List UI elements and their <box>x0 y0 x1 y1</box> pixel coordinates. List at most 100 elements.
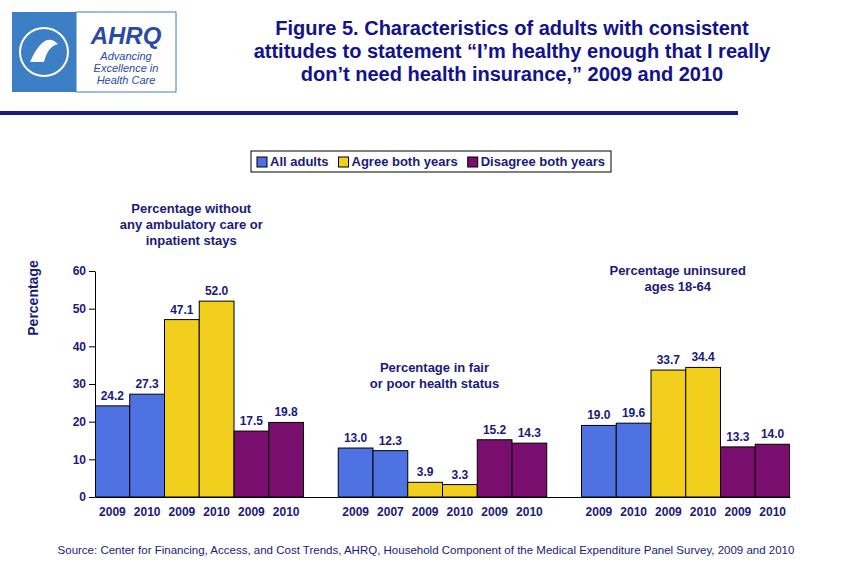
y-tick: 60 <box>73 264 95 278</box>
x-axis: 2009 2010 2009 2010 2009 2010 2009 2007 2009 2010… <box>96 497 791 519</box>
data-label: 14.0 <box>761 427 785 441</box>
bar <box>721 447 756 497</box>
bar <box>408 482 443 497</box>
title: don’t need health insurance,” 2009 and 2… <box>301 63 723 85</box>
x-tick-label: 2009 <box>655 505 682 519</box>
y-tick-mark <box>89 384 95 385</box>
data-label: 27.3 <box>135 377 159 391</box>
logo-name: AHRQ <box>90 22 162 49</box>
x-tick: 2010 <box>273 497 300 519</box>
logo-tagline: Advancing <box>99 50 152 62</box>
y-tick-label: 50 <box>73 302 87 316</box>
x-tick: 2010 <box>690 497 717 519</box>
chart: AHRQAdvancingExcellence inHealth CareFig… <box>0 0 853 576</box>
annotation: or poor health status <box>370 376 499 391</box>
x-tick-label: 2010 <box>273 505 300 519</box>
logo-hhs-bg <box>12 12 76 92</box>
logo-hhs-emblem <box>20 28 68 76</box>
data-label: 24.2 <box>101 389 125 403</box>
x-tick-label: 2007 <box>377 505 404 519</box>
data-label: 34.4 <box>691 350 715 364</box>
x-tick: 2009 <box>99 497 126 519</box>
y-tick-mark <box>89 271 95 272</box>
bar <box>165 320 200 497</box>
y-tick-label: 0 <box>79 490 86 504</box>
x-tick-label: 2009 <box>99 505 126 519</box>
source: Source: Center for Financing, Access, an… <box>58 544 795 556</box>
bar <box>582 425 617 497</box>
logo-tagline: Excellence in <box>94 62 159 74</box>
y-tick-mark <box>89 497 95 498</box>
bar <box>269 422 304 497</box>
data-label: 19.8 <box>274 405 298 419</box>
bar <box>199 301 234 497</box>
y-tick-mark <box>89 422 95 423</box>
bar <box>512 443 547 497</box>
data-label: 17.5 <box>240 414 264 428</box>
x-tick: 2010 <box>620 497 647 519</box>
legend-label: All adults <box>270 154 329 169</box>
bar <box>373 451 408 497</box>
x-tick: 2009 <box>412 497 439 519</box>
logo-tagline: Health Care <box>97 74 156 86</box>
data-label: 33.7 <box>657 353 681 367</box>
legend-box <box>251 151 611 172</box>
y-tick-label: 30 <box>73 377 87 391</box>
y-tick: 30 <box>73 377 95 391</box>
y-tick: 50 <box>73 302 95 316</box>
y-tick-label: 40 <box>73 340 87 354</box>
bar <box>651 370 686 497</box>
data-label: 12.3 <box>379 434 403 448</box>
x-tick-label: 2009 <box>725 505 752 519</box>
bar <box>95 406 130 497</box>
x-tick-label: 2009 <box>586 505 613 519</box>
y-tick-mark <box>89 346 95 347</box>
bar <box>130 394 165 497</box>
y-tick-label: 20 <box>73 415 87 429</box>
x-tick: 2010 <box>516 497 543 519</box>
logo-ahrq-bg <box>76 12 176 92</box>
y-axis-title: Percentage <box>25 260 41 336</box>
y-tick: 10 <box>73 453 95 467</box>
x-tick-label: 2010 <box>690 505 717 519</box>
annotation: Percentage in fair <box>380 360 489 375</box>
y-tick-label: 10 <box>73 453 87 467</box>
x-tick: 2009 <box>725 497 752 519</box>
logo-hhs-eagle <box>30 40 58 62</box>
x-tick: 2010 <box>203 497 230 519</box>
x-tick-label: 2010 <box>759 505 786 519</box>
legend: All adultsAgree both yearsDisagree both … <box>251 151 611 172</box>
data-label: 15.2 <box>483 423 507 437</box>
data-label: 3.3 <box>452 468 469 482</box>
data-label: 52.0 <box>205 284 229 298</box>
logo: AHRQAdvancingExcellence inHealth Care <box>12 12 176 92</box>
x-tick-label: 2010 <box>516 505 543 519</box>
title-rule <box>0 111 738 115</box>
y-tick-mark <box>89 309 95 310</box>
title: attitudes to statement “I’m healthy enou… <box>254 40 772 62</box>
x-tick: 2007 <box>377 497 404 519</box>
y-tick: 20 <box>73 415 95 429</box>
annotation: Percentage without <box>131 201 252 216</box>
x-tick-label: 2009 <box>412 505 439 519</box>
data-label: 13.0 <box>344 431 368 445</box>
bar <box>477 440 512 497</box>
x-tick-label: 2010 <box>620 505 647 519</box>
x-tick: 2010 <box>759 497 786 519</box>
bar <box>443 485 478 497</box>
x-tick: 2009 <box>655 497 682 519</box>
bars <box>95 301 790 497</box>
annotation: Percentage uninsured <box>609 263 746 278</box>
annotation: inpatient stays <box>146 233 237 248</box>
annotation: ages 18-64 <box>645 279 712 294</box>
legend-swatch <box>257 157 267 167</box>
x-axis-line <box>96 497 791 498</box>
y-tick-mark <box>89 459 95 460</box>
data-label: 19.0 <box>587 408 611 422</box>
x-tick-label: 2010 <box>134 505 161 519</box>
legend-label: Agree both years <box>352 154 458 169</box>
data-label: 13.3 <box>726 430 750 444</box>
y-tick: 0 <box>79 490 95 504</box>
x-tick: 2009 <box>169 497 196 519</box>
x-tick-label: 2009 <box>481 505 508 519</box>
